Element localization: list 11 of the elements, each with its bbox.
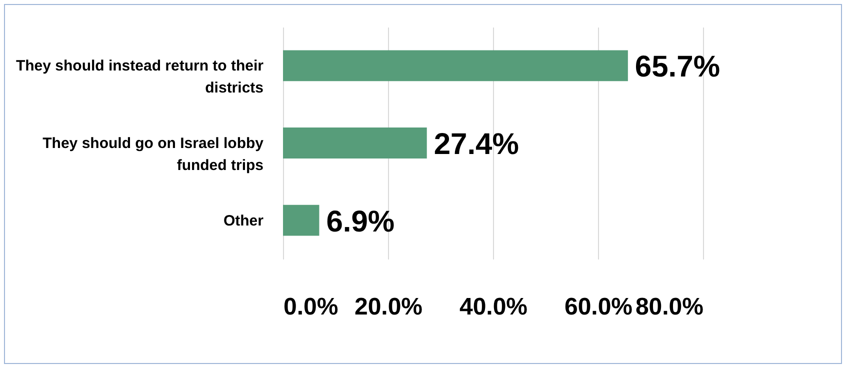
x-tick-label: 40.0% [459, 294, 528, 320]
data-label: 27.4% [434, 128, 519, 161]
x-tick-label: 60.0% [564, 294, 633, 320]
x-tick-label: 0.0% [284, 294, 338, 320]
x-tick-label: 20.0% [354, 294, 423, 320]
y-tick-label: Other [223, 212, 264, 230]
x-tick-label: 80.0% [635, 294, 704, 320]
y-tick-label: They should go on Israel lobby funded trips [42, 135, 264, 174]
data-label: 65.7% [634, 50, 720, 84]
data-label: 6.9% [326, 205, 395, 238]
y-tick-label: They should instead return to their districts [16, 58, 264, 97]
